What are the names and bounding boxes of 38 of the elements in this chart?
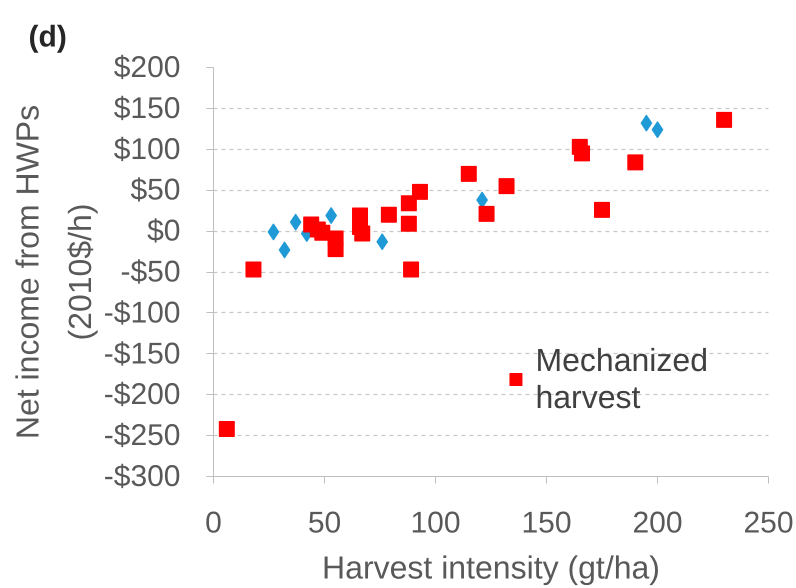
x-tick-label: 150 bbox=[521, 506, 572, 540]
y-tick-label: -$150 bbox=[104, 337, 181, 370]
point bbox=[478, 206, 495, 222]
point bbox=[594, 202, 610, 218]
y-tick-label: -$100 bbox=[104, 296, 181, 330]
point bbox=[498, 178, 515, 194]
y-tick-label: $50 bbox=[130, 174, 181, 207]
point bbox=[354, 226, 370, 242]
legend-label: Mechanized harvest bbox=[535, 342, 708, 416]
point bbox=[218, 421, 235, 438]
y-tick-label: -$300 bbox=[104, 460, 181, 493]
x-tick-label: 0 bbox=[205, 506, 222, 540]
point bbox=[412, 184, 428, 200]
point bbox=[400, 195, 417, 212]
point bbox=[403, 262, 420, 278]
y-tick-label: -$200 bbox=[104, 378, 181, 412]
x-tick-label: 100 bbox=[410, 506, 461, 540]
y-tick-label: -$250 bbox=[104, 419, 181, 452]
point bbox=[400, 216, 417, 232]
point bbox=[380, 206, 397, 223]
point bbox=[328, 241, 344, 258]
point bbox=[460, 166, 477, 182]
y-tick-label: $100 bbox=[114, 132, 181, 166]
y-tick-label: $200 bbox=[114, 51, 181, 84]
x-tick-label: 50 bbox=[308, 506, 342, 540]
point bbox=[245, 262, 262, 278]
y-axis-title: Net income from HWPs (2010$/h) bbox=[10, 104, 98, 440]
point bbox=[574, 145, 590, 162]
chart-title: (d) bbox=[28, 20, 67, 54]
point bbox=[376, 233, 388, 250]
point bbox=[716, 112, 732, 128]
x-axis-title: Harvest intensity (gt/ha) bbox=[322, 550, 660, 586]
y-tick-label: $0 bbox=[147, 214, 181, 248]
y-tick-label: $150 bbox=[114, 92, 181, 125]
point bbox=[627, 154, 644, 170]
y-tick-label: -$50 bbox=[120, 256, 181, 288]
x-tick-label: 250 bbox=[743, 506, 794, 540]
x-tick-label: 200 bbox=[632, 506, 683, 540]
